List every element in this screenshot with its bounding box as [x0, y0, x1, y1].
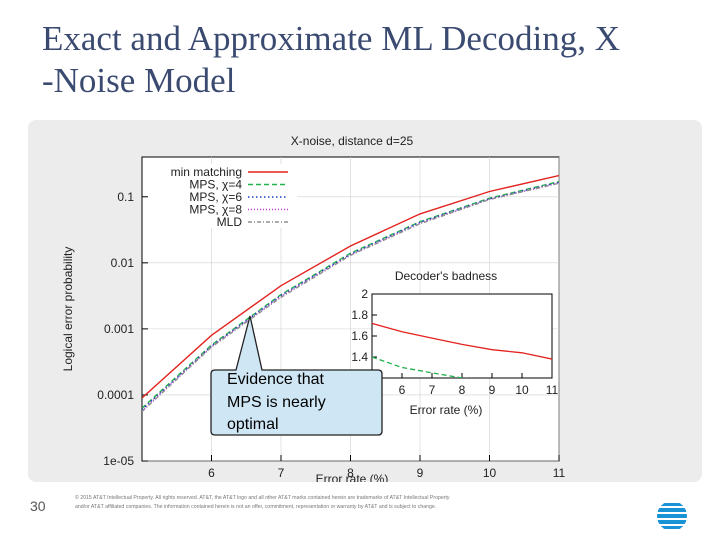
- inset-y-tick-label: 1.4: [351, 350, 368, 364]
- slide-title-line2: -Noise Model: [42, 61, 236, 100]
- main-y-ticks: 0.1 0.01 0.001 0.0001 1e-05: [97, 190, 148, 468]
- series-line-mps-4: [142, 180, 559, 409]
- main-x-tick-label: 11: [553, 466, 566, 480]
- main-chart-title: X-noise, distance d=25: [291, 134, 414, 148]
- callout-bubble: [210, 315, 383, 436]
- inset-x-tick-label: 9: [489, 383, 496, 397]
- inset-x-tick-label: 6: [399, 383, 406, 397]
- slide-title: Exact and Approximate ML Decoding, X -No…: [42, 18, 682, 102]
- footer: © 2015 AT&T Intellectual Property. All r…: [75, 494, 565, 512]
- att-globe-logo: [657, 501, 687, 531]
- inset-y-tick-label: 1.8: [351, 308, 368, 322]
- slide-title-line1: Exact and Approximate ML Decoding, X: [42, 19, 620, 58]
- inset-y-tick-label: 1.6: [351, 329, 368, 343]
- footer-line2: and/or AT&T affiliated companies. The in…: [75, 504, 437, 510]
- main-series-lines: [142, 174, 559, 413]
- main-y-tick-label: 0.001: [104, 322, 134, 336]
- inset-x-ticks: 6 7 8 9 10 11: [399, 373, 559, 397]
- inset-chart-title: Decoder's badness: [395, 269, 497, 283]
- callout: Evidence that MPS is nearly optimal: [210, 315, 383, 436]
- callout-line3: optimal: [227, 416, 279, 433]
- inset-x-tick-label: 8: [459, 383, 466, 397]
- footer-line1: © 2015 AT&T Intellectual Property. All r…: [75, 495, 450, 501]
- inset-series-lines: [372, 322, 552, 378]
- main-x-tick-label: 10: [483, 466, 497, 480]
- legend-label-min-matching: min matching: [171, 165, 242, 179]
- main-y-tick-label: 0.01: [111, 256, 135, 270]
- inset-plot-area: [371, 293, 553, 379]
- inset-x-tick-label: 7: [429, 383, 436, 397]
- inset-series-line-min-matching: [372, 322, 552, 360]
- callout-line1: Evidence that: [227, 371, 325, 388]
- main-y-tick-label: 0.0001: [97, 388, 134, 402]
- main-x-axis-label: Error rate (%): [316, 472, 389, 482]
- main-x-tick-label: 6: [208, 466, 215, 480]
- legend-label-mps-8: MPS, χ=8: [189, 203, 242, 217]
- series-line-min-matching: [142, 174, 559, 399]
- chart-svg: 0.1 0.01 0.001 0.0001 1e-05 6 7 8 9 10 11 X-noise…: [61, 134, 566, 482]
- inset-x-axis-label: Error rate (%): [410, 403, 483, 417]
- inset-y-tick-label: 2: [361, 287, 368, 301]
- slide-number: 30: [30, 498, 46, 514]
- legend-label-mps-4: MPS, χ=4: [189, 178, 242, 192]
- main-x-tick-label: 9: [417, 466, 424, 480]
- main-x-tick-label: 8: [347, 466, 354, 480]
- inset-x-tick-label: 10: [515, 383, 529, 397]
- inset-x-tick-label: 11: [546, 383, 559, 397]
- main-y-axis-label: Logical error probability: [61, 247, 75, 372]
- main-y-tick-label: 1e-05: [103, 454, 134, 468]
- series-line-mld: [142, 182, 559, 413]
- main-y-tick-label: 0.1: [117, 190, 134, 204]
- main-x-tick-label: 7: [278, 466, 285, 480]
- callout-line2: MPS is nearly: [227, 394, 326, 411]
- legend-label-mld: MLD: [217, 215, 243, 229]
- legend-box: [148, 164, 297, 228]
- main-x-ticks: 6 7 8 9 10 11: [208, 455, 566, 480]
- legend-label-mps-6: MPS, χ=6: [189, 190, 242, 204]
